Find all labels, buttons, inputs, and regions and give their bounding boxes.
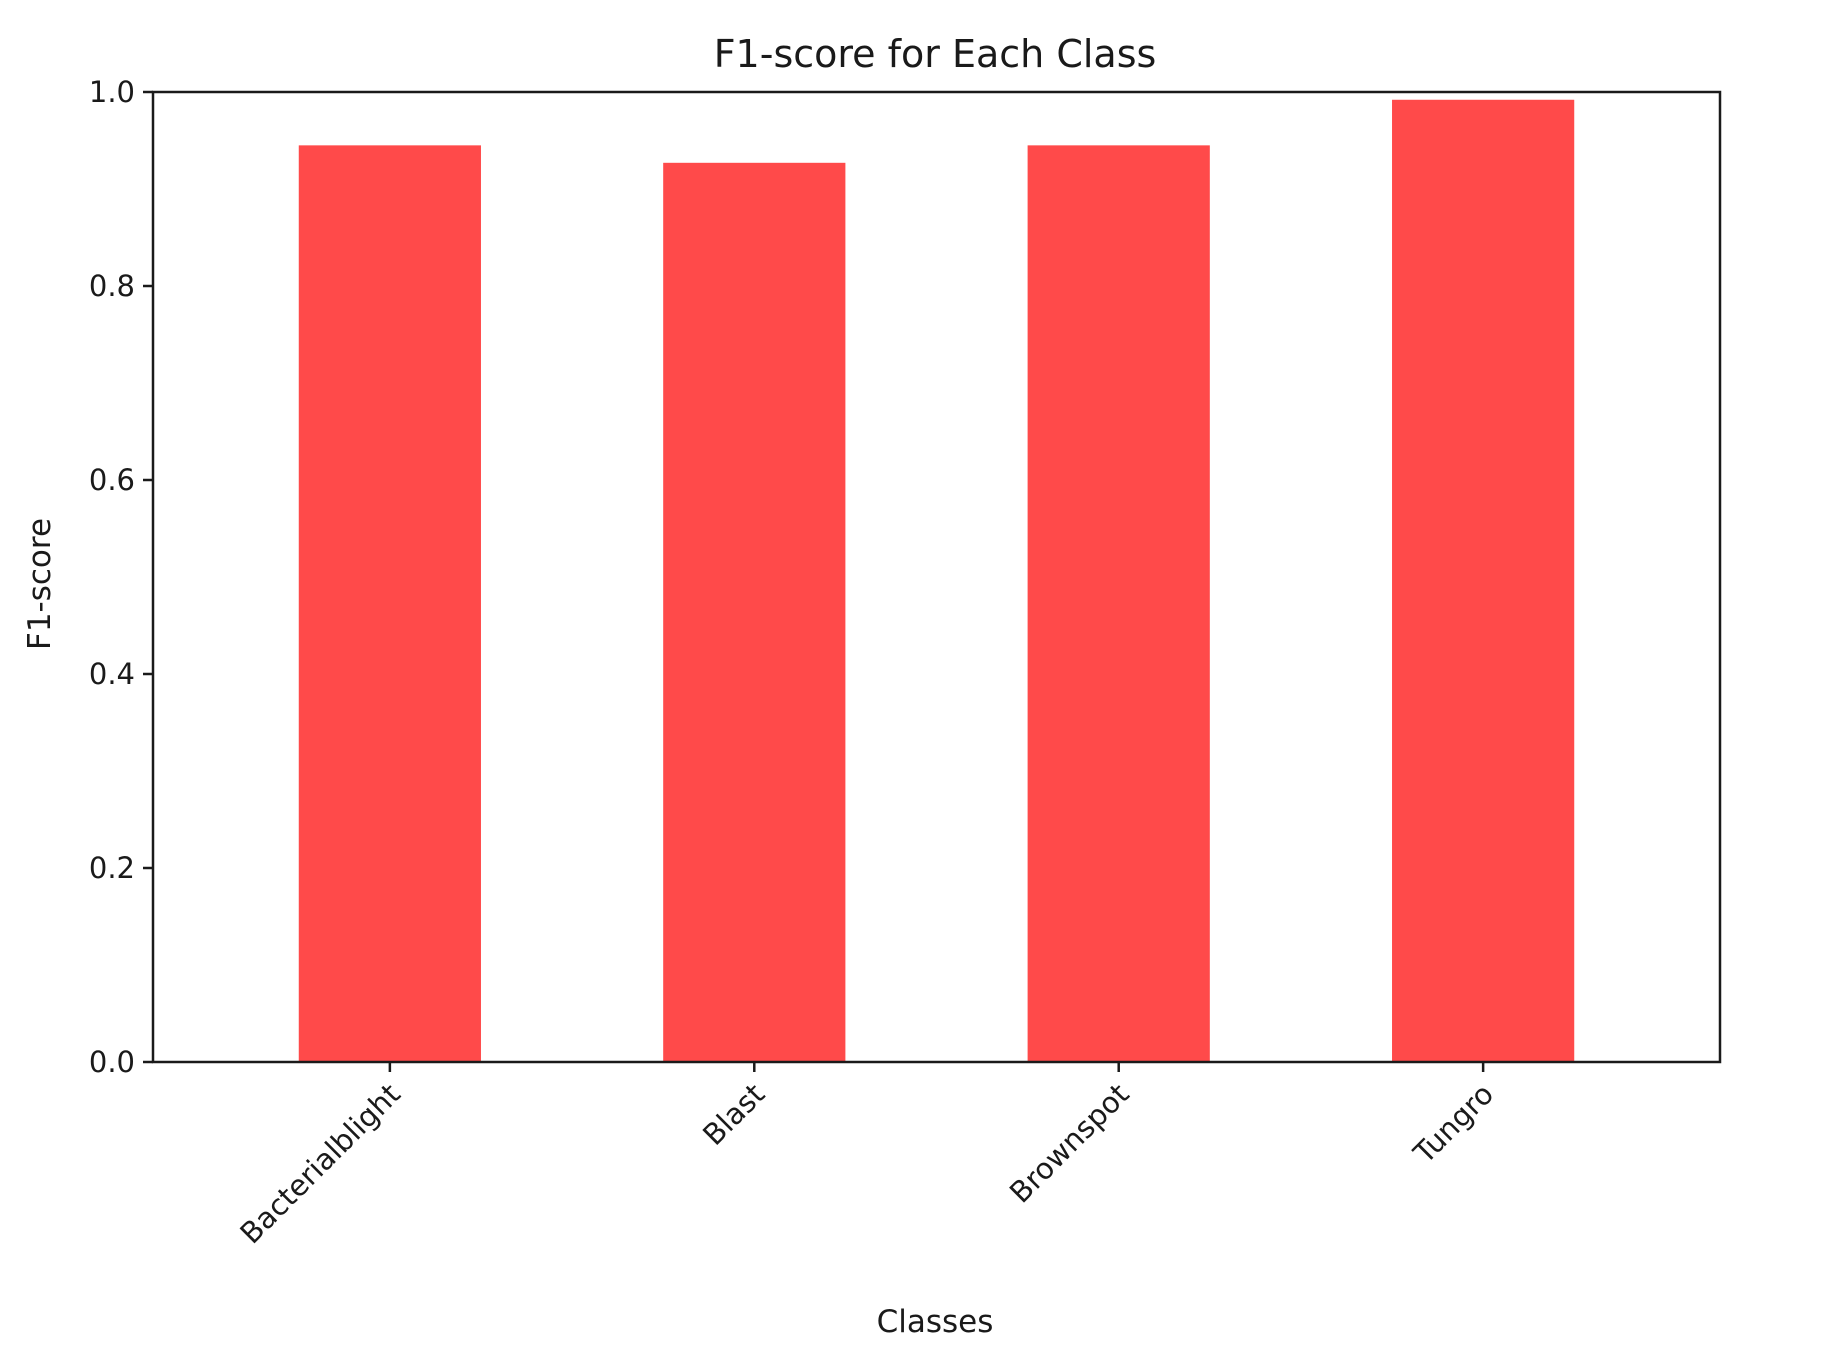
y-tick-label: 0.4 bbox=[89, 657, 135, 691]
bar-brownspot bbox=[1027, 145, 1210, 1063]
bar-blast bbox=[663, 162, 846, 1062]
bars-group bbox=[298, 99, 1575, 1063]
chart-title: F1-score for Each Class bbox=[714, 32, 1157, 76]
y-axis-ticks: 0.0 0.2 0.4 0.6 0.8 1.0 bbox=[89, 75, 153, 1079]
x-tick-label: Tungro bbox=[1406, 1077, 1500, 1171]
x-tick-label: Brownspot bbox=[1003, 1077, 1136, 1210]
x-tick-label: Bacterialblight bbox=[233, 1077, 406, 1250]
y-axis-label: F1-score bbox=[22, 518, 58, 650]
plot-frame bbox=[151, 90, 1722, 1064]
y-tick-label: 1.0 bbox=[89, 75, 135, 109]
y-tick-label: 0.8 bbox=[89, 269, 135, 303]
bar-tungro bbox=[1392, 99, 1575, 1062]
y-tick-label: 0.6 bbox=[89, 463, 135, 497]
y-tick-label: 0.2 bbox=[89, 851, 135, 885]
x-tick-label: Blast bbox=[696, 1077, 771, 1152]
x-axis-ticks: Bacterialblight Blast Brownspot Tungro bbox=[233, 1062, 1500, 1250]
x-axis-label: Classes bbox=[877, 1304, 994, 1340]
y-tick-label: 0.0 bbox=[89, 1045, 135, 1079]
bar-bacterialblight bbox=[298, 145, 481, 1063]
